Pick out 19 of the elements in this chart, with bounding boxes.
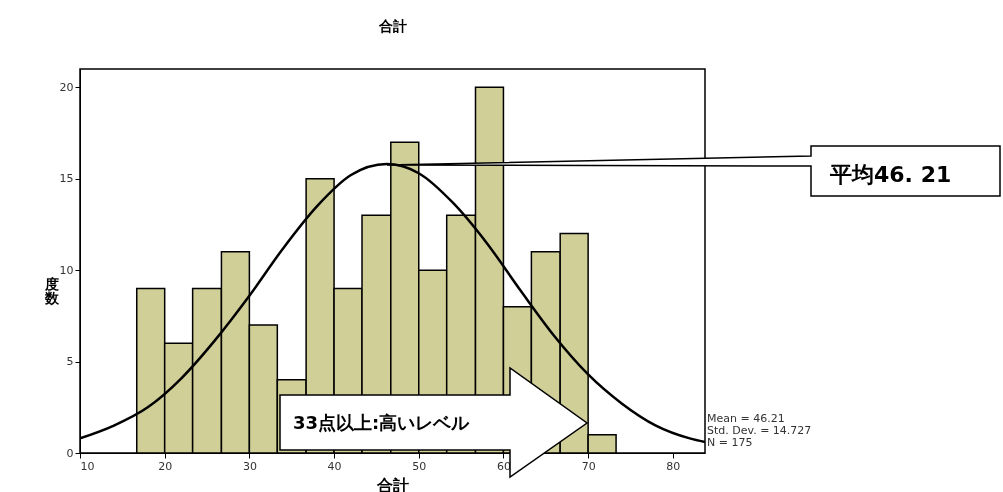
x-tick-label: 10	[80, 459, 95, 473]
x-tick-label: 20	[158, 459, 173, 473]
x-tick-label: 30	[242, 459, 257, 473]
y-tick-label: 10	[59, 263, 74, 277]
y-tick-label: 5	[66, 355, 74, 369]
x-tick-label: 40	[327, 459, 342, 473]
annotation: 33点以上:高いレベル	[293, 412, 471, 433]
y-tick-label: 0	[66, 446, 74, 460]
text: Std. Dev. = 14.727	[707, 424, 812, 437]
y-tick-label: 20	[59, 80, 74, 94]
text: N = 175	[707, 436, 753, 449]
y-axis-title: 度数	[43, 275, 60, 306]
x-tick-label: 70	[581, 459, 596, 473]
chart-title: 合計	[377, 18, 407, 34]
text: 平均46. 21	[829, 162, 952, 187]
x-tick-label: 50	[412, 459, 427, 473]
y-tick-label: 15	[59, 172, 74, 186]
text: Mean = 46.21	[707, 412, 785, 425]
x-tick-label: 80	[666, 459, 681, 473]
